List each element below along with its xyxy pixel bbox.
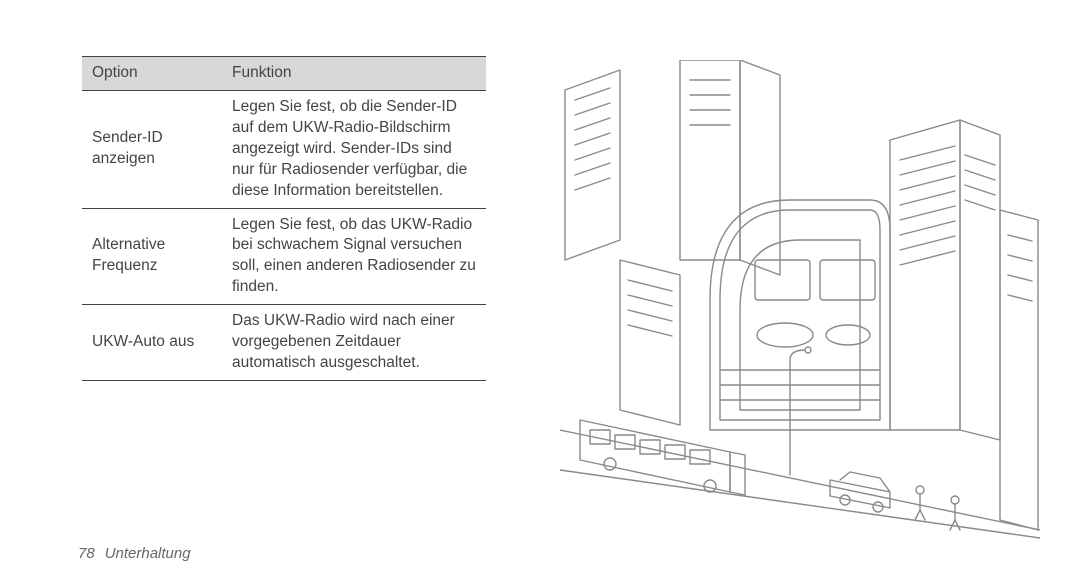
page-footer: 78 Unterhaltung <box>78 545 191 562</box>
page-number: 78 <box>78 545 95 562</box>
section-title: Unterhaltung <box>105 545 191 562</box>
city-illustration-svg <box>560 60 1040 540</box>
table-header-row: Option Funktion <box>82 57 486 91</box>
options-table-wrapper: Option Funktion Sender-ID anzeigen Legen… <box>82 56 486 381</box>
table-row: Sender-ID anzeigen Legen Sie fest, ob di… <box>82 90 486 208</box>
cell-option: UKW-Auto aus <box>82 305 222 381</box>
city-illustration <box>560 60 1040 540</box>
options-table: Option Funktion Sender-ID anzeigen Legen… <box>82 56 486 381</box>
page: Option Funktion Sender-ID anzeigen Legen… <box>0 0 1080 586</box>
col-funktion: Funktion <box>222 57 486 91</box>
cell-funktion: Legen Sie fest, ob die Sender-ID auf dem… <box>222 90 486 208</box>
cell-funktion: Legen Sie fest, ob das UKW-Radio bei sch… <box>222 208 486 305</box>
cell-option: Alternative Frequenz <box>82 208 222 305</box>
col-option: Option <box>82 57 222 91</box>
cell-option: Sender-ID anzeigen <box>82 90 222 208</box>
cell-funktion: Das UKW-Radio wird nach einer vorgegeben… <box>222 305 486 381</box>
table-row: Alternative Frequenz Legen Sie fest, ob … <box>82 208 486 305</box>
table-row: UKW-Auto aus Das UKW-Radio wird nach ein… <box>82 305 486 381</box>
